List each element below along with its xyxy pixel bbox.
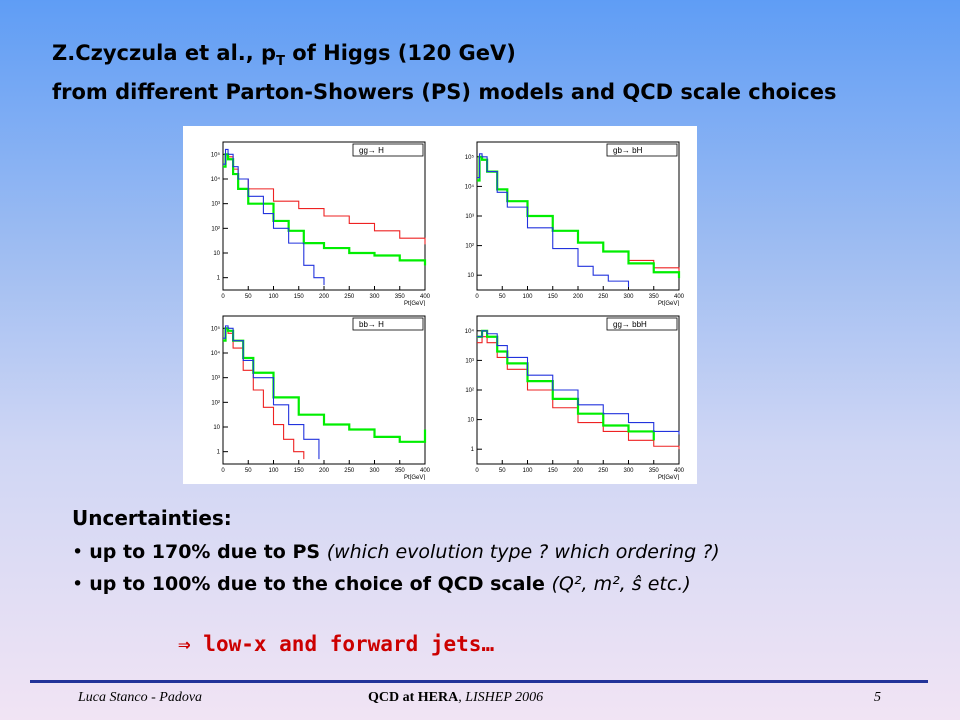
chart-gg-h: 0 50 100 150 200 250 300 350 400 1 10 10² 10³ 10⁴ 10⁵ P…: [211, 141, 431, 306]
x-tick-label: 250: [598, 468, 609, 474]
x-tick-label: 350: [649, 294, 660, 300]
footer-rule: [30, 680, 928, 683]
y-tick-label: 10: [467, 273, 474, 279]
process-label: gg→ H: [359, 146, 384, 155]
plot-frame: [476, 141, 680, 291]
title-line-1: Z.Czyczula et al., pT of Higgs (120 GeV): [52, 41, 516, 70]
x-tick-label: 350: [649, 468, 660, 474]
panel-gg-h: 0 50 100 150 200 250 300 350 400 1 10 10² 10³ 10⁴ 10⁵ P…: [195, 136, 433, 306]
process-label: bb→ H: [359, 320, 384, 329]
y-tick-label: 10⁴: [465, 183, 475, 190]
x-tick-label: 300: [623, 294, 634, 300]
x-tick-label: 150: [548, 294, 559, 300]
x-tick-label: 400: [420, 468, 431, 474]
x-tick-label: 50: [499, 468, 506, 474]
y-tick-label: 1: [471, 447, 475, 453]
x-tick-label: 150: [294, 468, 305, 474]
x-tick-label: 200: [573, 468, 584, 474]
series-blue: [477, 330, 680, 435]
chart-bb-h: 0 50 100 150 200 250 300 350 400 1 10 10² 10³ 10⁴ 10⁵ P…: [211, 315, 431, 480]
y-tick-label: 10³: [465, 214, 474, 220]
x-tick-label: 200: [319, 294, 330, 300]
conclusion-line: ⇒ low-x and forward jets…: [178, 632, 495, 656]
panel-gg-bbh: 0 50 100 150 200 250 300 350 400 1 10 10² 10³ 10⁴ Pt[G…: [449, 310, 687, 480]
x-tick-label: 250: [344, 468, 355, 474]
x-tick-label: 350: [395, 294, 406, 300]
panel-gb-bh: 0 50 100 150 200 250 300 350 400 10 10² 10³ 10⁴ 10⁵ Pt…: [449, 136, 687, 306]
series-blue: [223, 148, 325, 286]
y-tick-label: 10⁴: [211, 350, 221, 357]
x-tick-label: 100: [268, 294, 279, 300]
x-tick-label: 50: [499, 294, 506, 300]
series-blue: [477, 153, 630, 288]
panel-bb-h: 0 50 100 150 200 250 300 350 400 1 10 10² 10³ 10⁴ 10⁵ P…: [195, 310, 433, 480]
process-label: gb→ bH: [613, 146, 643, 155]
uncertainties-heading: Uncertainties:: [72, 506, 232, 530]
x-tick-label: 0: [221, 468, 225, 474]
footer-talk: QCD at HERA, LISHEP 2006: [368, 690, 544, 705]
x-tick-label: 100: [522, 468, 533, 474]
page-number: 5: [874, 690, 881, 705]
y-tick-label: 10⁵: [211, 151, 221, 158]
y-tick-label: 10²: [211, 226, 220, 232]
y-tick-label: 10⁵: [211, 325, 221, 332]
y-tick-label: 10⁴: [211, 176, 221, 183]
y-tick-label: 10³: [465, 358, 474, 364]
x-axis-label: Pt[GeV]: [404, 301, 425, 306]
process-label-box: [352, 143, 424, 157]
x-axis-label: Pt[GeV]: [658, 475, 679, 480]
series-green: [223, 153, 427, 266]
y-tick-label: 10²: [465, 388, 474, 394]
x-tick-label: 0: [475, 294, 479, 300]
process-label-box: [352, 317, 424, 331]
slide-title: Z.Czyczula et al., pT of Higgs (120 GeV)…: [52, 38, 836, 108]
y-tick-label: 10²: [465, 244, 474, 250]
series-blue: [223, 325, 320, 460]
x-tick-label: 100: [522, 294, 533, 300]
process-label: gg→ bbH: [613, 320, 647, 329]
higgs-pt-figure: 0 50 100 150 200 250 300 350 400 1 10 10² 10³ 10⁴ 10⁵ P…: [183, 126, 697, 484]
x-tick-label: 0: [475, 468, 479, 474]
x-tick-label: 250: [598, 294, 609, 300]
y-tick-label: 10³: [211, 202, 220, 208]
y-tick-label: 10⁴: [465, 328, 475, 335]
x-tick-label: 300: [369, 294, 380, 300]
x-tick-label: 150: [548, 468, 559, 474]
x-tick-label: 250: [344, 294, 355, 300]
y-tick-label: 10: [213, 425, 220, 431]
x-tick-label: 400: [420, 294, 431, 300]
x-tick-label: 300: [369, 468, 380, 474]
y-tick-label: 10⁵: [465, 154, 475, 161]
uncertainty-list: • up to 170% due to PS (which evolution …: [72, 536, 720, 600]
x-tick-label: 50: [245, 468, 252, 474]
bullet-qcd-scale: • up to 100% due to the choice of QCD sc…: [72, 573, 691, 595]
implies-arrow-icon: ⇒: [178, 632, 191, 656]
y-tick-label: 1: [217, 276, 221, 282]
footer-author: Luca Stanco - Padova: [78, 690, 203, 705]
title-line-2: from different Parton-Showers (PS) model…: [52, 80, 837, 105]
y-tick-label: 1: [217, 450, 221, 456]
x-tick-label: 200: [319, 468, 330, 474]
x-tick-label: 400: [674, 294, 685, 300]
chart-gg-bbh: 0 50 100 150 200 250 300 350 400 1 10 10² 10³ 10⁴ Pt[G…: [465, 315, 685, 480]
x-tick-label: 100: [268, 468, 279, 474]
chart-gb-bh: 0 50 100 150 200 250 300 350 400 10 10² 10³ 10⁴ 10⁵ Pt…: [465, 141, 685, 306]
y-tick-label: 10³: [211, 376, 220, 382]
x-axis-label: Pt[GeV]: [658, 301, 679, 306]
x-axis-label: Pt[GeV]: [404, 475, 425, 480]
x-tick-label: 0: [221, 294, 225, 300]
x-tick-label: 350: [395, 468, 406, 474]
x-tick-label: 50: [245, 294, 252, 300]
process-label-box: [606, 143, 678, 157]
y-tick-label: 10²: [211, 400, 220, 406]
x-tick-label: 300: [623, 468, 634, 474]
y-tick-label: 10: [467, 418, 474, 424]
x-tick-label: 200: [573, 294, 584, 300]
bullet-ps: • up to 170% due to PS (which evolution …: [72, 541, 720, 563]
x-tick-label: 400: [674, 468, 685, 474]
y-tick-label: 10: [213, 251, 220, 257]
process-label-box: [606, 317, 678, 331]
x-tick-label: 150: [294, 294, 305, 300]
